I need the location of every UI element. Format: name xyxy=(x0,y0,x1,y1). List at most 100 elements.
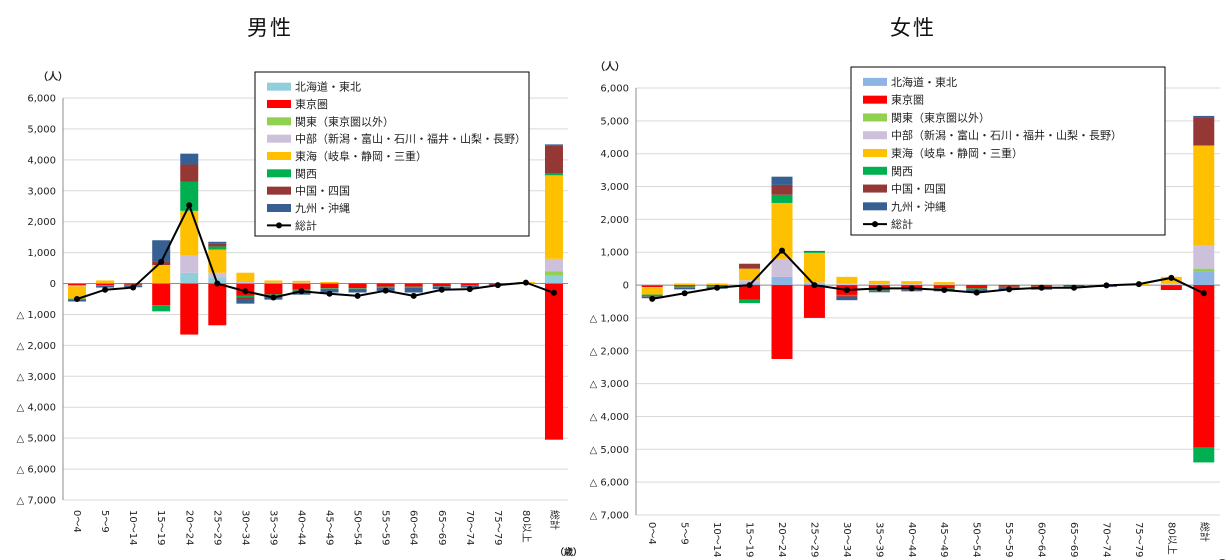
legend-swatch xyxy=(863,166,887,175)
bar-segment xyxy=(460,283,479,286)
bar-segment xyxy=(771,285,793,359)
legend-label: 総計 xyxy=(295,218,317,232)
legend-swatch xyxy=(863,113,887,122)
bar-segment xyxy=(998,285,1020,287)
bar-segment xyxy=(674,285,696,287)
bar-segment xyxy=(320,288,339,290)
y-tick-label: △ 5,000 xyxy=(17,434,57,445)
total-point xyxy=(382,287,389,294)
bar-segment xyxy=(641,294,663,297)
y-tick-label: 6,000 xyxy=(600,84,629,95)
legend-label: 東京圏 xyxy=(891,93,924,107)
y-tick-label: △ 7,000 xyxy=(17,496,57,507)
bar-segment xyxy=(544,175,563,259)
legend-swatch xyxy=(267,169,291,178)
total-point xyxy=(242,288,249,295)
x-tick-label: 40～44 xyxy=(295,510,306,545)
x-tick-label: 45～49 xyxy=(938,522,949,557)
bar-segment xyxy=(68,285,87,287)
bar-segment xyxy=(180,210,199,256)
y-tick-label: 3,000 xyxy=(600,182,629,193)
total-point xyxy=(354,292,361,299)
total-point xyxy=(908,285,915,292)
bar-segment xyxy=(933,284,955,286)
chart-male: 6,000 5,000 4,000 3,000 2,000 1,000 0 △ 1,000 △ … xyxy=(17,70,583,558)
total-point xyxy=(649,295,656,302)
total-line xyxy=(76,202,555,300)
total-point xyxy=(326,290,333,297)
bar-segment xyxy=(292,280,311,283)
bar-segment xyxy=(803,250,825,252)
bar-segment xyxy=(739,280,761,284)
bar-segment xyxy=(236,295,255,298)
y-tick-label: 0 xyxy=(50,279,56,290)
legend-label: 関西 xyxy=(891,165,913,178)
total-point xyxy=(876,285,883,292)
bar-segment xyxy=(1193,271,1215,286)
bar-segment xyxy=(901,281,923,285)
bar-segment xyxy=(674,287,696,290)
legend-swatch xyxy=(863,131,887,140)
x-tick-label: 10～14 xyxy=(127,510,138,545)
total-point xyxy=(158,258,165,265)
x-tick-label: 35～39 xyxy=(873,522,884,557)
bar-segment xyxy=(124,283,143,285)
bar-segment xyxy=(180,153,199,165)
bar-segment xyxy=(739,299,761,304)
x-tick-label: 55～59 xyxy=(380,510,391,545)
y-tick-label: 4,000 xyxy=(27,155,56,166)
legend-swatch xyxy=(863,202,887,211)
bar-segment xyxy=(739,268,761,281)
legend-label: 北海道・東北 xyxy=(891,75,957,89)
x-tick-label: 30～34 xyxy=(841,522,852,557)
total-point xyxy=(714,284,721,291)
legend-swatch xyxy=(872,221,878,228)
bar-segment xyxy=(836,294,858,296)
bar-segment xyxy=(264,283,283,295)
y-tick-label: 3,000 xyxy=(27,186,56,197)
bar-segment xyxy=(320,288,339,289)
bar-segment xyxy=(771,184,793,195)
legend-swatch xyxy=(863,184,887,193)
x-tick-label: 65～69 xyxy=(436,510,447,545)
y-tick-label: 1,000 xyxy=(600,248,629,259)
x-tick-label: 65～69 xyxy=(1068,522,1079,557)
bar-segment xyxy=(544,258,563,272)
bar-segment xyxy=(96,285,115,286)
bar-segment xyxy=(96,280,115,284)
total-point xyxy=(522,279,529,286)
bar-segment xyxy=(803,251,825,253)
total-point xyxy=(102,286,109,293)
y-tick-label: 5,000 xyxy=(27,124,56,135)
bar-segment xyxy=(544,271,563,276)
legend-label: 九州・沖縄 xyxy=(891,199,946,213)
bar-segment xyxy=(771,202,793,259)
bar-segment xyxy=(208,243,227,247)
bar-segment xyxy=(1193,145,1215,246)
bar-segment xyxy=(836,295,858,297)
y-tick-label: 6,000 xyxy=(27,94,56,105)
x-tick-label: 総計 xyxy=(548,510,561,530)
bar-segment xyxy=(836,283,858,286)
total-point xyxy=(681,290,688,297)
bar-segment xyxy=(771,176,793,185)
y-tick-label: △ 7,000 xyxy=(590,511,629,522)
total-point xyxy=(494,282,501,289)
chart-panel-male: 男性 6,000 5,000 4,000 3,000 2,000 1,000 0 △ 1,00… xyxy=(0,0,600,560)
legend-swatch xyxy=(267,100,291,108)
x-tick-label: 0～4 xyxy=(646,522,657,545)
bar-segment xyxy=(208,283,227,326)
total-line xyxy=(652,249,1205,300)
x-tick-label: 70～74 xyxy=(464,510,475,545)
legend-swatch xyxy=(863,77,887,86)
y-tick-label: 5,000 xyxy=(600,116,629,127)
total-point xyxy=(550,289,557,296)
chart-title: 女性 xyxy=(890,16,936,40)
bar-segment xyxy=(348,288,367,290)
bar-segment xyxy=(180,272,199,284)
y-tick-label: △ 1,000 xyxy=(590,313,629,324)
legend-label: 総計 xyxy=(891,217,913,231)
total-point xyxy=(843,287,850,294)
bar-segment xyxy=(1193,117,1215,146)
legend-swatch xyxy=(863,149,887,157)
